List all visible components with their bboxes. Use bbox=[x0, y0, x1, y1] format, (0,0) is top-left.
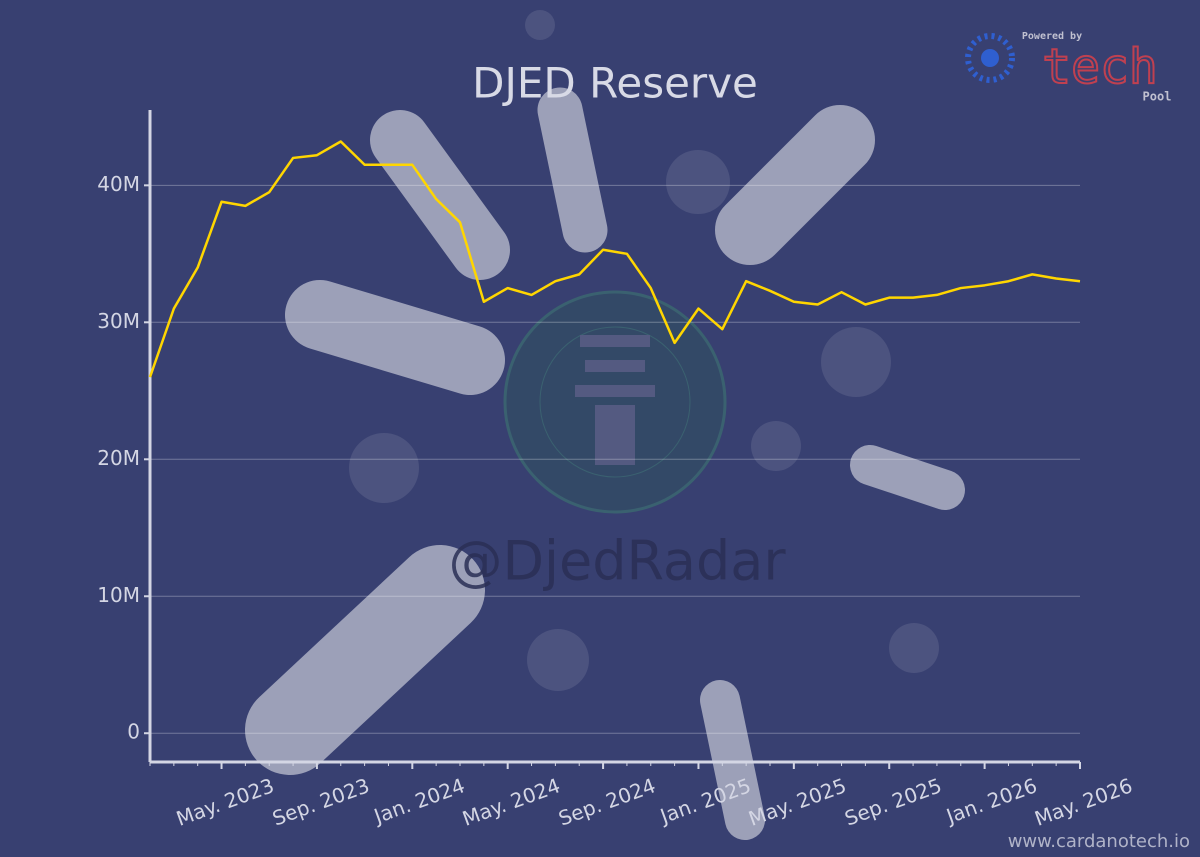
decoration bbox=[245, 10, 965, 840]
y-tick-label: 30M bbox=[97, 309, 140, 333]
logo-sub: Pool bbox=[1143, 90, 1172, 104]
logo-word: tech bbox=[1042, 39, 1158, 95]
credit: www.cardanotech.io bbox=[1008, 831, 1190, 852]
sponsor-logo: Powered by tech Pool bbox=[965, 31, 1172, 104]
data-line bbox=[148, 140, 1081, 378]
y-tick-label: 20M bbox=[97, 446, 140, 470]
y-tick-label: 40M bbox=[97, 172, 140, 196]
y-tick-label: 0 bbox=[127, 720, 140, 744]
chart-title: DJED Reserve bbox=[472, 59, 758, 108]
y-tick-label: 10M bbox=[97, 583, 140, 607]
logo-caption: Powered by bbox=[1022, 31, 1082, 42]
radar-logo bbox=[503, 290, 727, 514]
watermark: @DjedRadar bbox=[448, 530, 786, 593]
